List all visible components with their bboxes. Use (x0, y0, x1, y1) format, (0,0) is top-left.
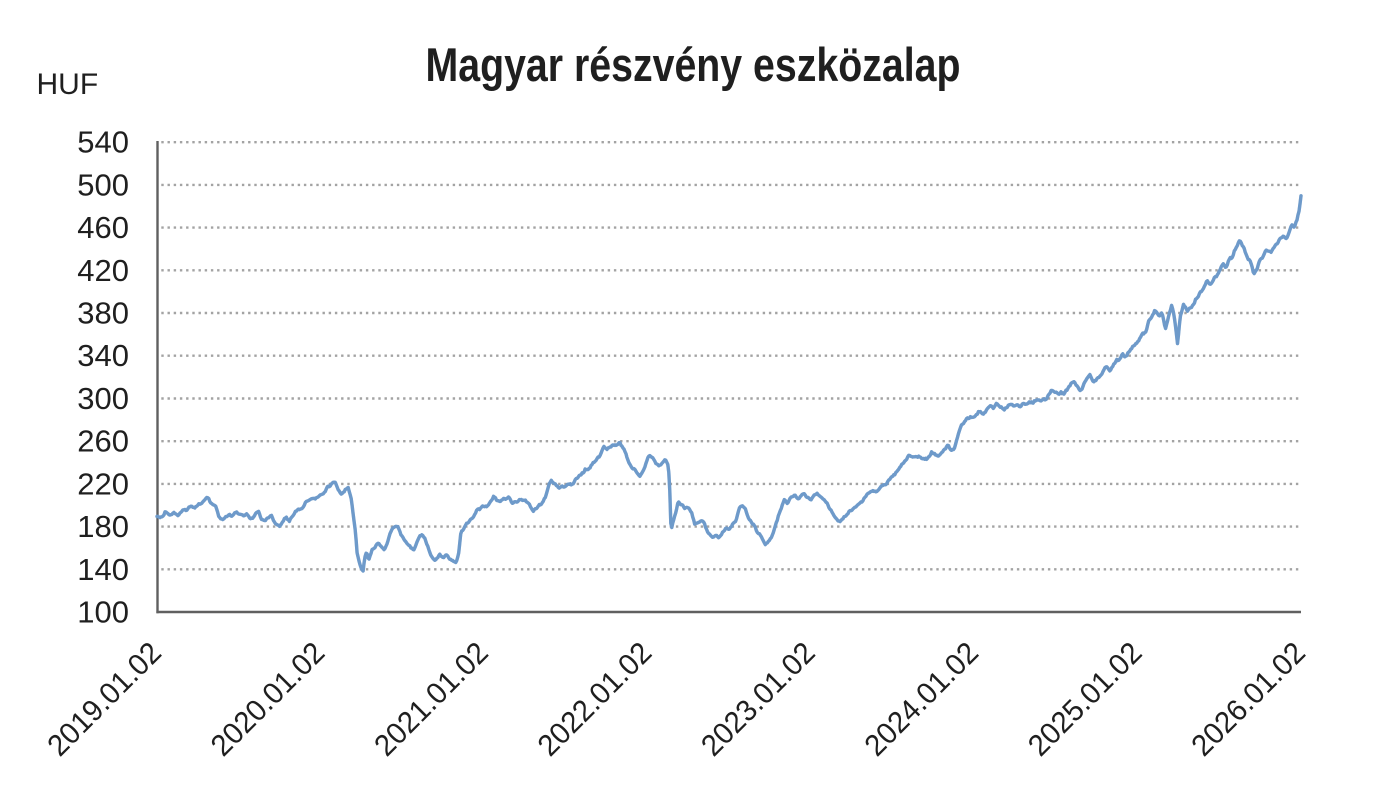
svg-text:260: 260 (77, 424, 129, 459)
svg-text:540: 540 (77, 125, 129, 160)
svg-text:380: 380 (77, 296, 129, 331)
svg-text:460: 460 (77, 210, 129, 245)
svg-text:140: 140 (77, 552, 129, 587)
svg-text:340: 340 (77, 338, 129, 373)
svg-text:300: 300 (77, 381, 129, 416)
svg-text:Magyar részvény eszközalap: Magyar részvény eszközalap (426, 38, 961, 91)
svg-text:HUF: HUF (37, 68, 99, 101)
svg-text:100: 100 (77, 595, 129, 630)
svg-text:500: 500 (77, 167, 129, 202)
svg-text:180: 180 (77, 509, 129, 544)
svg-text:220: 220 (77, 466, 129, 501)
svg-text:420: 420 (77, 253, 129, 288)
